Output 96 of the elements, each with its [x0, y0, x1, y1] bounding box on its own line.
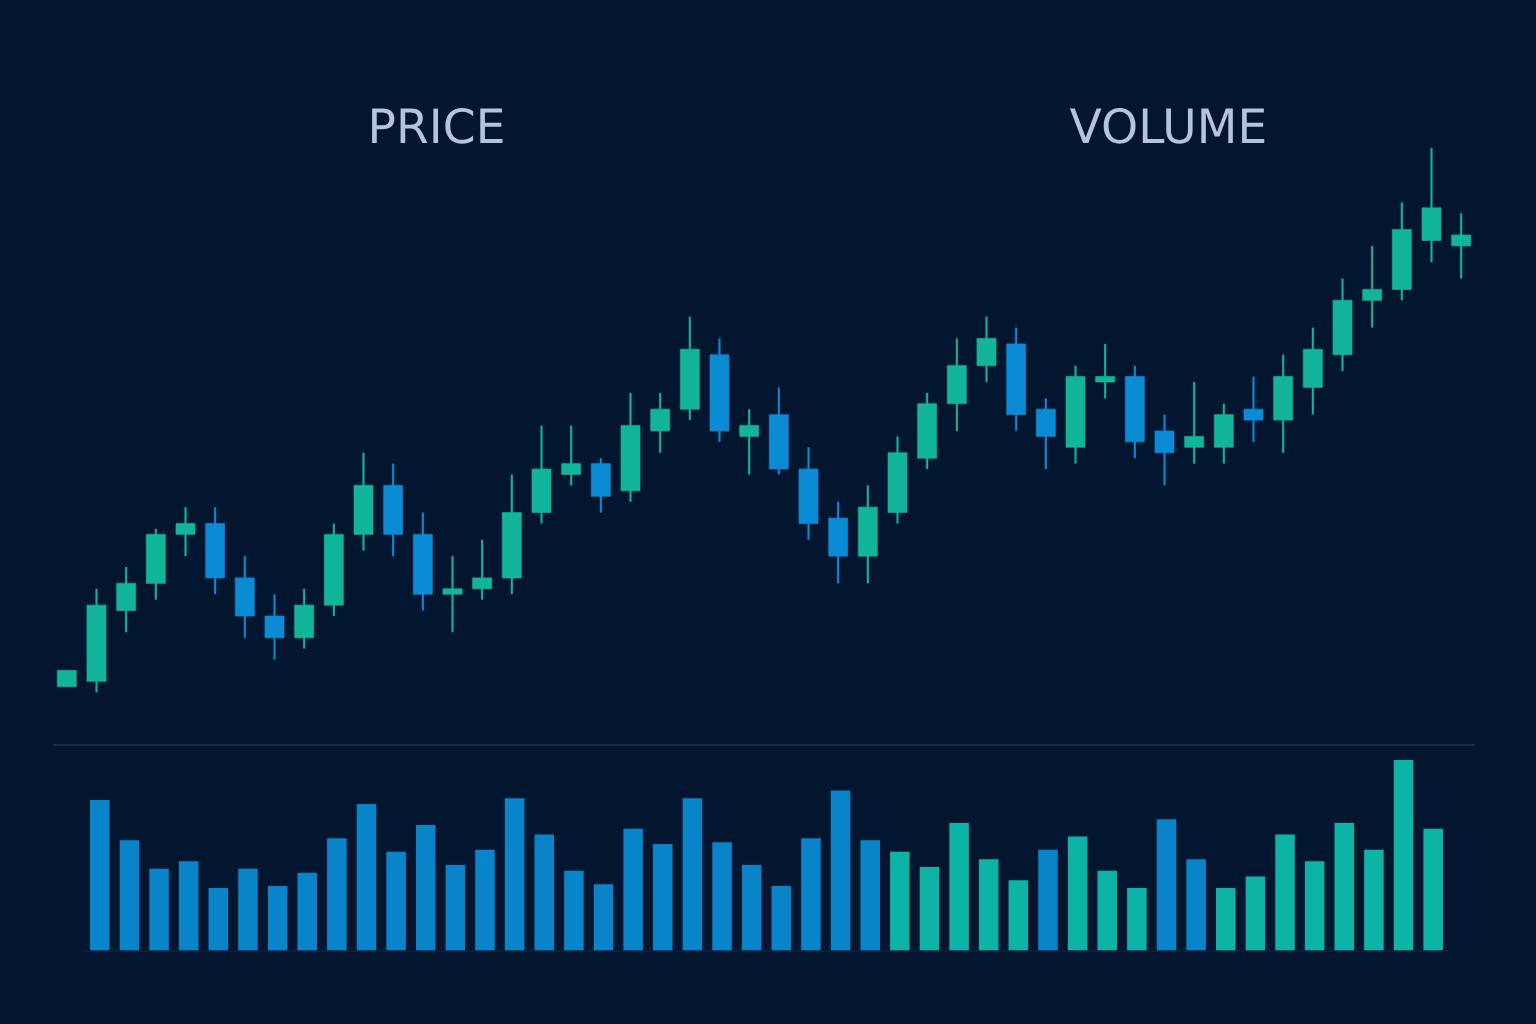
candlestick — [1362, 244, 1383, 329]
bar — [1215, 887, 1236, 951]
candlestick — [857, 484, 878, 585]
candlestick — [1095, 342, 1116, 400]
candlestick — [828, 500, 849, 585]
candlestick — [1213, 402, 1234, 465]
candlestick — [946, 337, 967, 433]
bar — [356, 803, 377, 951]
bar — [712, 842, 732, 951]
candlestick — [412, 511, 433, 612]
bar — [1186, 859, 1206, 951]
bar — [949, 823, 969, 951]
candlestick — [501, 473, 522, 596]
candlestick — [353, 451, 374, 552]
candlestick — [1184, 380, 1205, 465]
candlestick — [116, 565, 137, 634]
bar — [1245, 876, 1266, 951]
bar — [327, 838, 347, 951]
bar — [119, 840, 140, 951]
candlestick — [1006, 326, 1027, 433]
candlestick — [175, 506, 196, 558]
candlestick — [1332, 277, 1353, 373]
candlestick — [86, 587, 107, 694]
bar — [534, 834, 555, 951]
bar — [504, 798, 525, 951]
candlestick — [798, 446, 819, 541]
candlestick — [739, 408, 760, 476]
candlestick — [1154, 413, 1175, 487]
bar — [593, 884, 614, 951]
bar — [1067, 836, 1088, 951]
bar — [1364, 849, 1384, 951]
bar — [178, 861, 199, 951]
candlestick — [1035, 397, 1056, 471]
bar — [653, 844, 673, 951]
candlestick — [383, 462, 404, 558]
candlestick — [768, 386, 789, 476]
candlestick — [294, 587, 315, 650]
bar — [682, 798, 703, 951]
candlestick — [1302, 326, 1323, 416]
bar — [1008, 880, 1029, 951]
bar — [771, 886, 792, 951]
bar — [1393, 760, 1414, 951]
candlestick — [561, 424, 582, 487]
bar — [919, 866, 940, 951]
bar — [1038, 849, 1058, 951]
candlestick — [1421, 146, 1442, 264]
candlestick — [323, 522, 344, 618]
bar — [1334, 823, 1355, 951]
bar — [238, 868, 258, 951]
bar — [267, 886, 288, 951]
bar — [1423, 828, 1443, 951]
chart-title: PRICE — [372, 107, 503, 144]
candlestick — [590, 457, 611, 514]
bar — [978, 859, 999, 951]
bar — [890, 851, 910, 951]
candlestick — [650, 391, 671, 454]
candlestick — [56, 669, 77, 688]
candlestick — [145, 527, 166, 601]
bar — [1127, 887, 1147, 951]
candlestick — [472, 538, 493, 601]
bar — [208, 887, 229, 951]
bar — [415, 824, 436, 951]
bar — [149, 868, 169, 951]
candlestick — [1065, 364, 1086, 465]
candlestick — [1273, 353, 1294, 454]
bar — [475, 849, 495, 951]
text: VOLUME — [1069, 107, 1265, 144]
candlestick — [1124, 364, 1145, 460]
candlestick — [205, 506, 226, 596]
candlestick — [442, 555, 463, 634]
candlestick — [1451, 212, 1472, 280]
candlestick — [234, 555, 255, 639]
bar — [297, 872, 318, 951]
bar — [445, 865, 466, 951]
bar — [1097, 870, 1118, 951]
candlestick — [679, 315, 700, 422]
candlestick — [917, 391, 938, 471]
bar — [90, 800, 110, 951]
bar — [801, 838, 821, 951]
candlestick — [531, 424, 552, 525]
candlestick — [709, 337, 730, 443]
bar — [623, 828, 643, 951]
candlestick — [1391, 201, 1412, 302]
bar — [830, 790, 851, 951]
bar — [564, 870, 584, 951]
bar — [1304, 861, 1325, 951]
bar — [741, 865, 762, 951]
candlestick — [976, 315, 997, 384]
bar — [1156, 819, 1177, 951]
candlestick — [620, 391, 641, 503]
bar — [386, 851, 406, 951]
bar — [1275, 834, 1295, 951]
bar — [860, 840, 880, 951]
candlestick — [1243, 375, 1264, 443]
candlestick — [887, 435, 908, 525]
candlestick — [264, 593, 285, 661]
